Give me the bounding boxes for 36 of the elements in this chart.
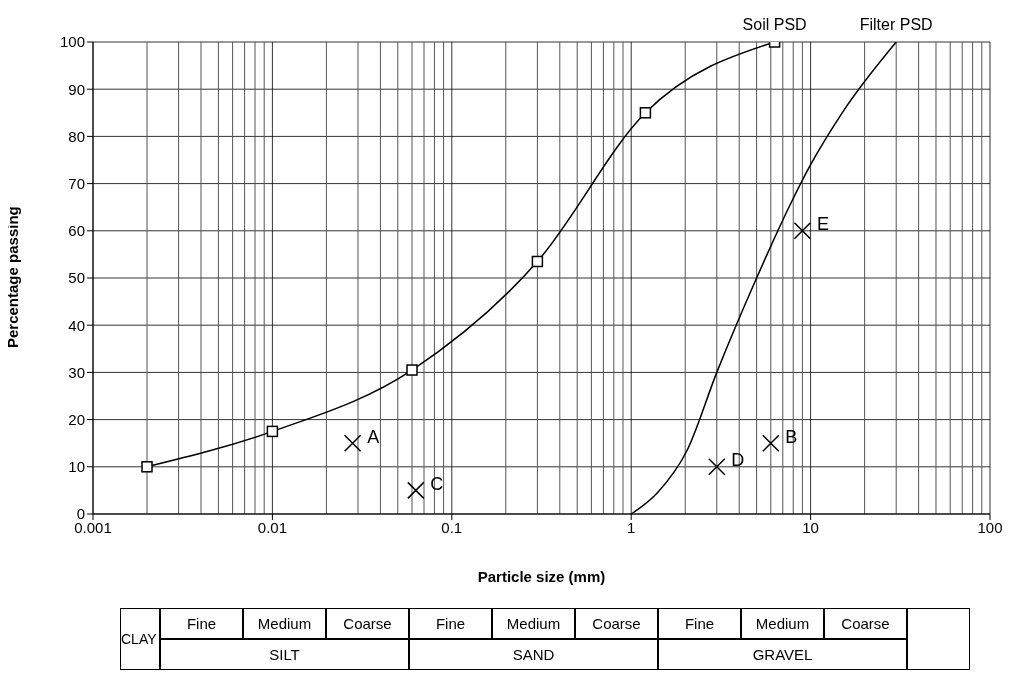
y-tick-label: 50 [68,269,85,287]
y-tick-label: 40 [68,316,85,334]
y-tick-label: 10 [68,458,85,476]
y-tick-label: 70 [68,174,85,192]
data-label: E [816,214,829,235]
x-tick-label: 0.01 [257,518,287,536]
series-label: Soil PSD [742,16,807,33]
text: Fine [658,608,741,639]
y-tick-label: 80 [68,127,85,145]
x-tick-label: 100 [977,518,1003,536]
text: CLAY [120,608,160,670]
y-tick-label: 60 [68,222,85,240]
x-tick-label: 1 [627,518,636,536]
text: Coarse [824,608,907,639]
x-axis-title: Particle size (mm) [477,568,606,585]
x-tick-label: 0.1 [441,518,463,536]
data-label: D [731,450,745,471]
text: Medium [492,608,575,639]
data-label: A [367,426,380,447]
text: GRAVEL [658,639,907,670]
text: Coarse [575,608,658,639]
y-tick-label: 100 [59,33,85,51]
text: SILT [160,639,409,670]
x-tick-label: 10 [802,518,819,536]
text: Medium [243,608,326,639]
data-label: B [785,426,798,447]
text: Coarse [326,608,409,639]
y-tick-label: 30 [68,363,85,381]
y-tick-label: 20 [68,410,85,428]
text: Fine [160,608,243,639]
text: SAND [409,639,658,670]
text: Fine [409,608,492,639]
text: Medium [741,608,824,639]
series-label: Filter PSD [859,16,933,33]
y-axis-title: Percentage passing [4,206,22,348]
y-tick-label: 90 [68,80,85,98]
